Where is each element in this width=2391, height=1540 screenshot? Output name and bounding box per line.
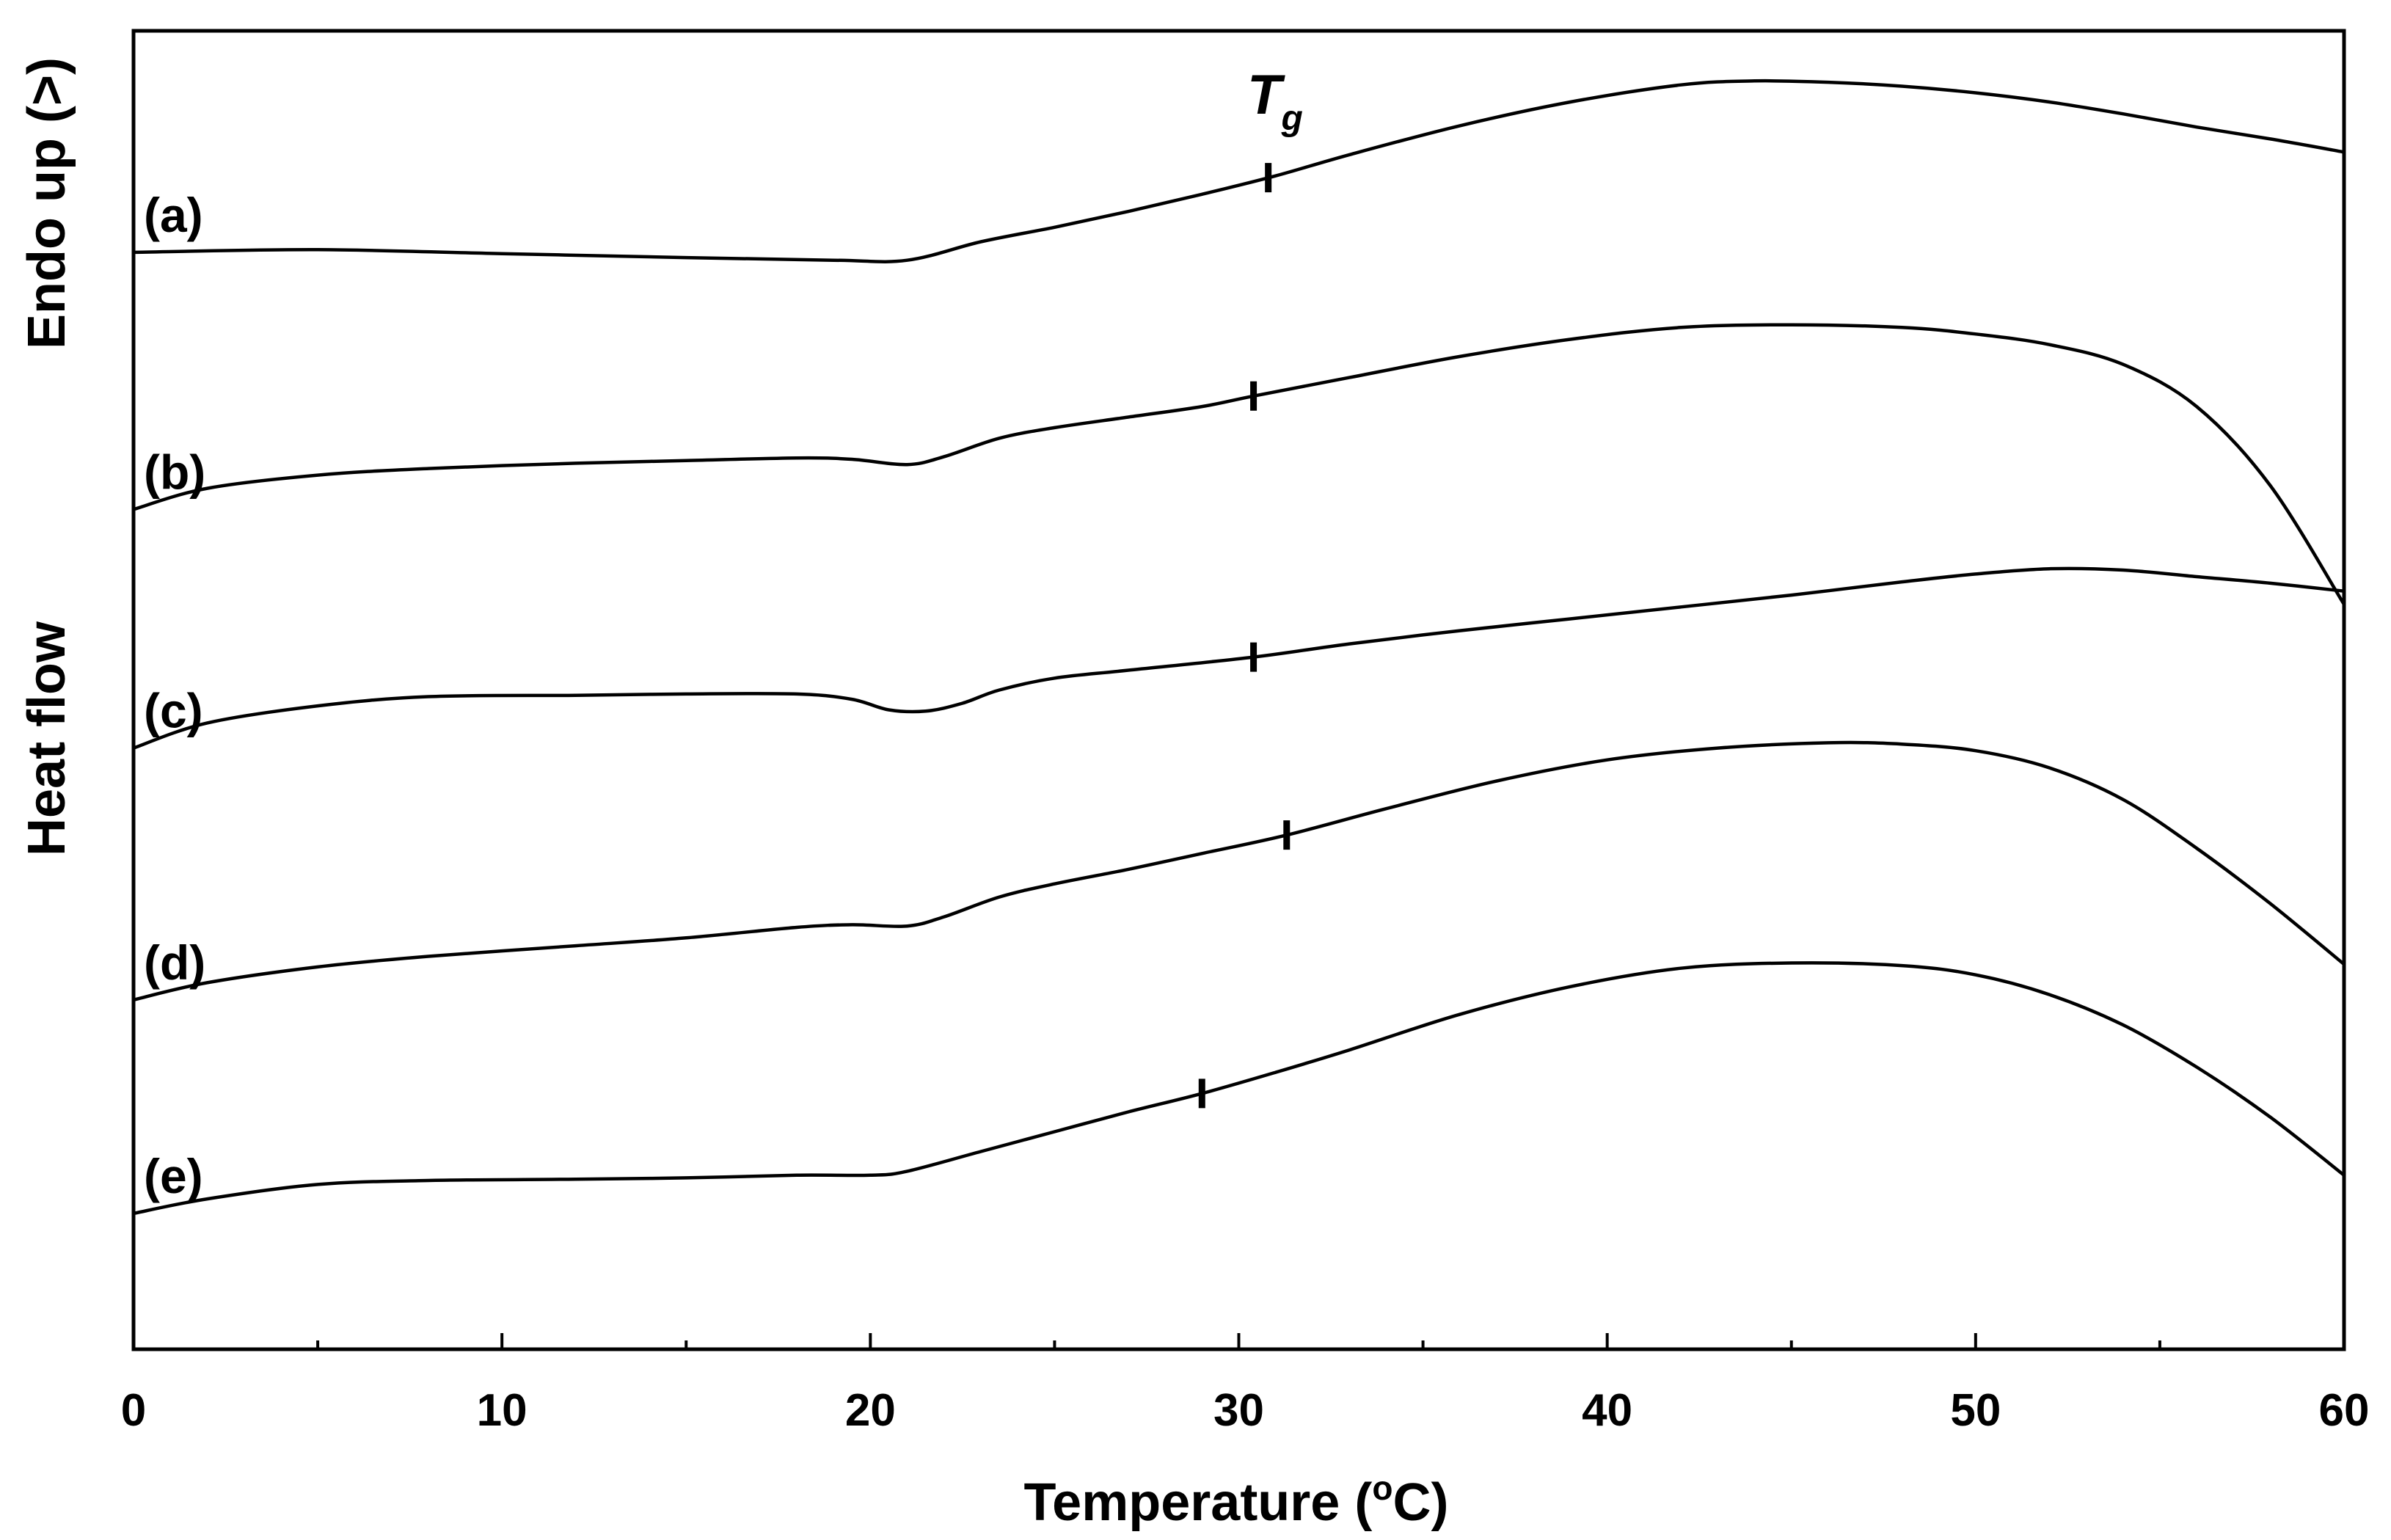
series-label-d: (d) [144,935,205,990]
x-tick-label: 0 [121,1385,146,1436]
tg-markers [1198,163,1291,1109]
x-tick-label: 40 [1582,1385,1632,1436]
x-axis-ticks [132,1333,2346,1349]
tg-annotation-main: T [1247,64,1285,126]
x-tick-label: 60 [2319,1385,2370,1436]
tg-annotation-sub: g [1280,99,1302,138]
x-tick-label: 50 [1950,1385,2001,1436]
series-curves [131,79,2346,1216]
x-tick-label: 30 [1213,1385,1264,1436]
series-label-c: (c) [144,684,203,738]
series-curve-a [131,79,2346,263]
plot-frame [131,29,2346,1351]
y-axis-title-bottom: Heat flow [18,621,76,856]
y-axis-title-top: Endo up (>) [18,57,76,349]
x-tick-label: 20 [845,1385,896,1436]
x-axis-title: Temperature (oC) [1024,1469,1449,1532]
series-label-b: (b) [144,445,205,499]
tg-annotation: Tg [1247,64,1303,138]
x-axis-title-end: C) [1392,1473,1448,1532]
series-curve-d [131,740,2346,1002]
series-curve-e [131,961,2346,1216]
series-label-a: (a) [144,188,203,242]
series-curve-b [131,323,2346,606]
series-labels: (a) (b) (c) (d) (e) [144,188,205,1203]
x-axis-tick-labels: 0 10 20 30 40 50 60 [121,1385,2370,1436]
x-tick-label: 10 [477,1385,528,1436]
x-axis-title-main: Temperature ( [1024,1473,1373,1532]
series-curve-c [131,566,2346,750]
x-axis-title-sup: o [1372,1469,1392,1507]
series-label-e: (e) [144,1149,203,1203]
